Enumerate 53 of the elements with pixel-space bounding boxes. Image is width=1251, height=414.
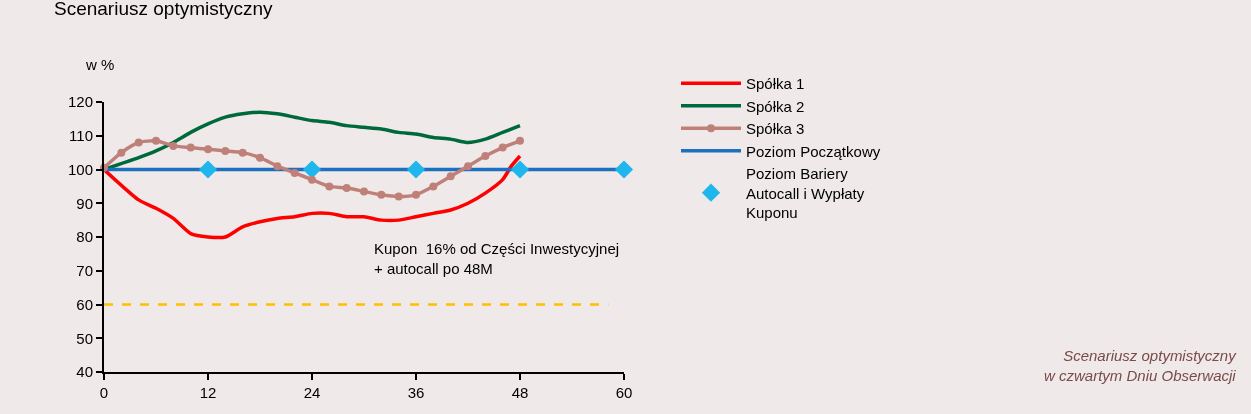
point bbox=[360, 187, 368, 196]
point bbox=[117, 148, 126, 157]
y-tick-label: 80 bbox=[76, 228, 93, 246]
legend-label: Spółka 2 bbox=[746, 97, 805, 115]
point bbox=[238, 148, 247, 157]
point bbox=[464, 162, 472, 171]
y-tick-label: 90 bbox=[76, 194, 93, 212]
point bbox=[256, 153, 264, 162]
chart-title: Scenariusz optymistyczny bbox=[54, 0, 274, 19]
x-tick-label: 24 bbox=[303, 384, 321, 401]
y-tick-label: 100 bbox=[67, 160, 93, 178]
x-tick-label: 48 bbox=[511, 384, 529, 401]
point bbox=[134, 138, 143, 147]
x-tick-label: 0 bbox=[99, 384, 109, 401]
point bbox=[406, 160, 426, 179]
point bbox=[412, 190, 420, 199]
point bbox=[498, 143, 507, 152]
y-tick-label: 40 bbox=[76, 363, 93, 381]
point bbox=[169, 141, 178, 150]
point bbox=[394, 192, 403, 201]
y-tick-label: 70 bbox=[76, 262, 93, 279]
x-tick-label: 12 bbox=[199, 384, 217, 401]
point bbox=[429, 182, 438, 191]
point bbox=[290, 168, 299, 177]
y-axis-title: w % bbox=[85, 56, 115, 73]
point bbox=[516, 136, 524, 145]
x-tick-label: 60 bbox=[615, 384, 633, 401]
point bbox=[342, 184, 351, 193]
point bbox=[273, 162, 282, 171]
y-tick-label: 120 bbox=[67, 93, 93, 111]
point bbox=[221, 146, 230, 155]
legend-label: Spółka 1 bbox=[746, 75, 805, 92]
x-tick-label: 36 bbox=[407, 384, 425, 401]
point bbox=[152, 136, 160, 145]
point bbox=[510, 160, 530, 179]
point bbox=[302, 160, 322, 179]
point bbox=[481, 152, 490, 160]
annotation: Kupon 16% od Części Inwestycyjnej + autocall po 48M bbox=[374, 240, 620, 277]
point bbox=[308, 175, 316, 184]
legend-label: Spółka 3 bbox=[746, 120, 805, 137]
point bbox=[204, 145, 212, 154]
point bbox=[614, 160, 634, 179]
y-tick-label: 60 bbox=[76, 295, 93, 313]
text: Scenariusz optymistyczny w czwartym Dniu Obserwacji bbox=[1044, 347, 1238, 384]
point bbox=[325, 182, 334, 191]
legend-label: Poziom Bariery Autocall i Wypłaty Kuponu bbox=[746, 165, 865, 221]
point bbox=[186, 143, 195, 152]
point bbox=[377, 190, 386, 199]
point bbox=[198, 160, 218, 179]
point bbox=[446, 172, 455, 181]
legend-label: Poziom Początkowy bbox=[746, 142, 881, 160]
y-tick-label: 50 bbox=[76, 329, 93, 347]
y-tick-label: 110 bbox=[69, 127, 93, 144]
